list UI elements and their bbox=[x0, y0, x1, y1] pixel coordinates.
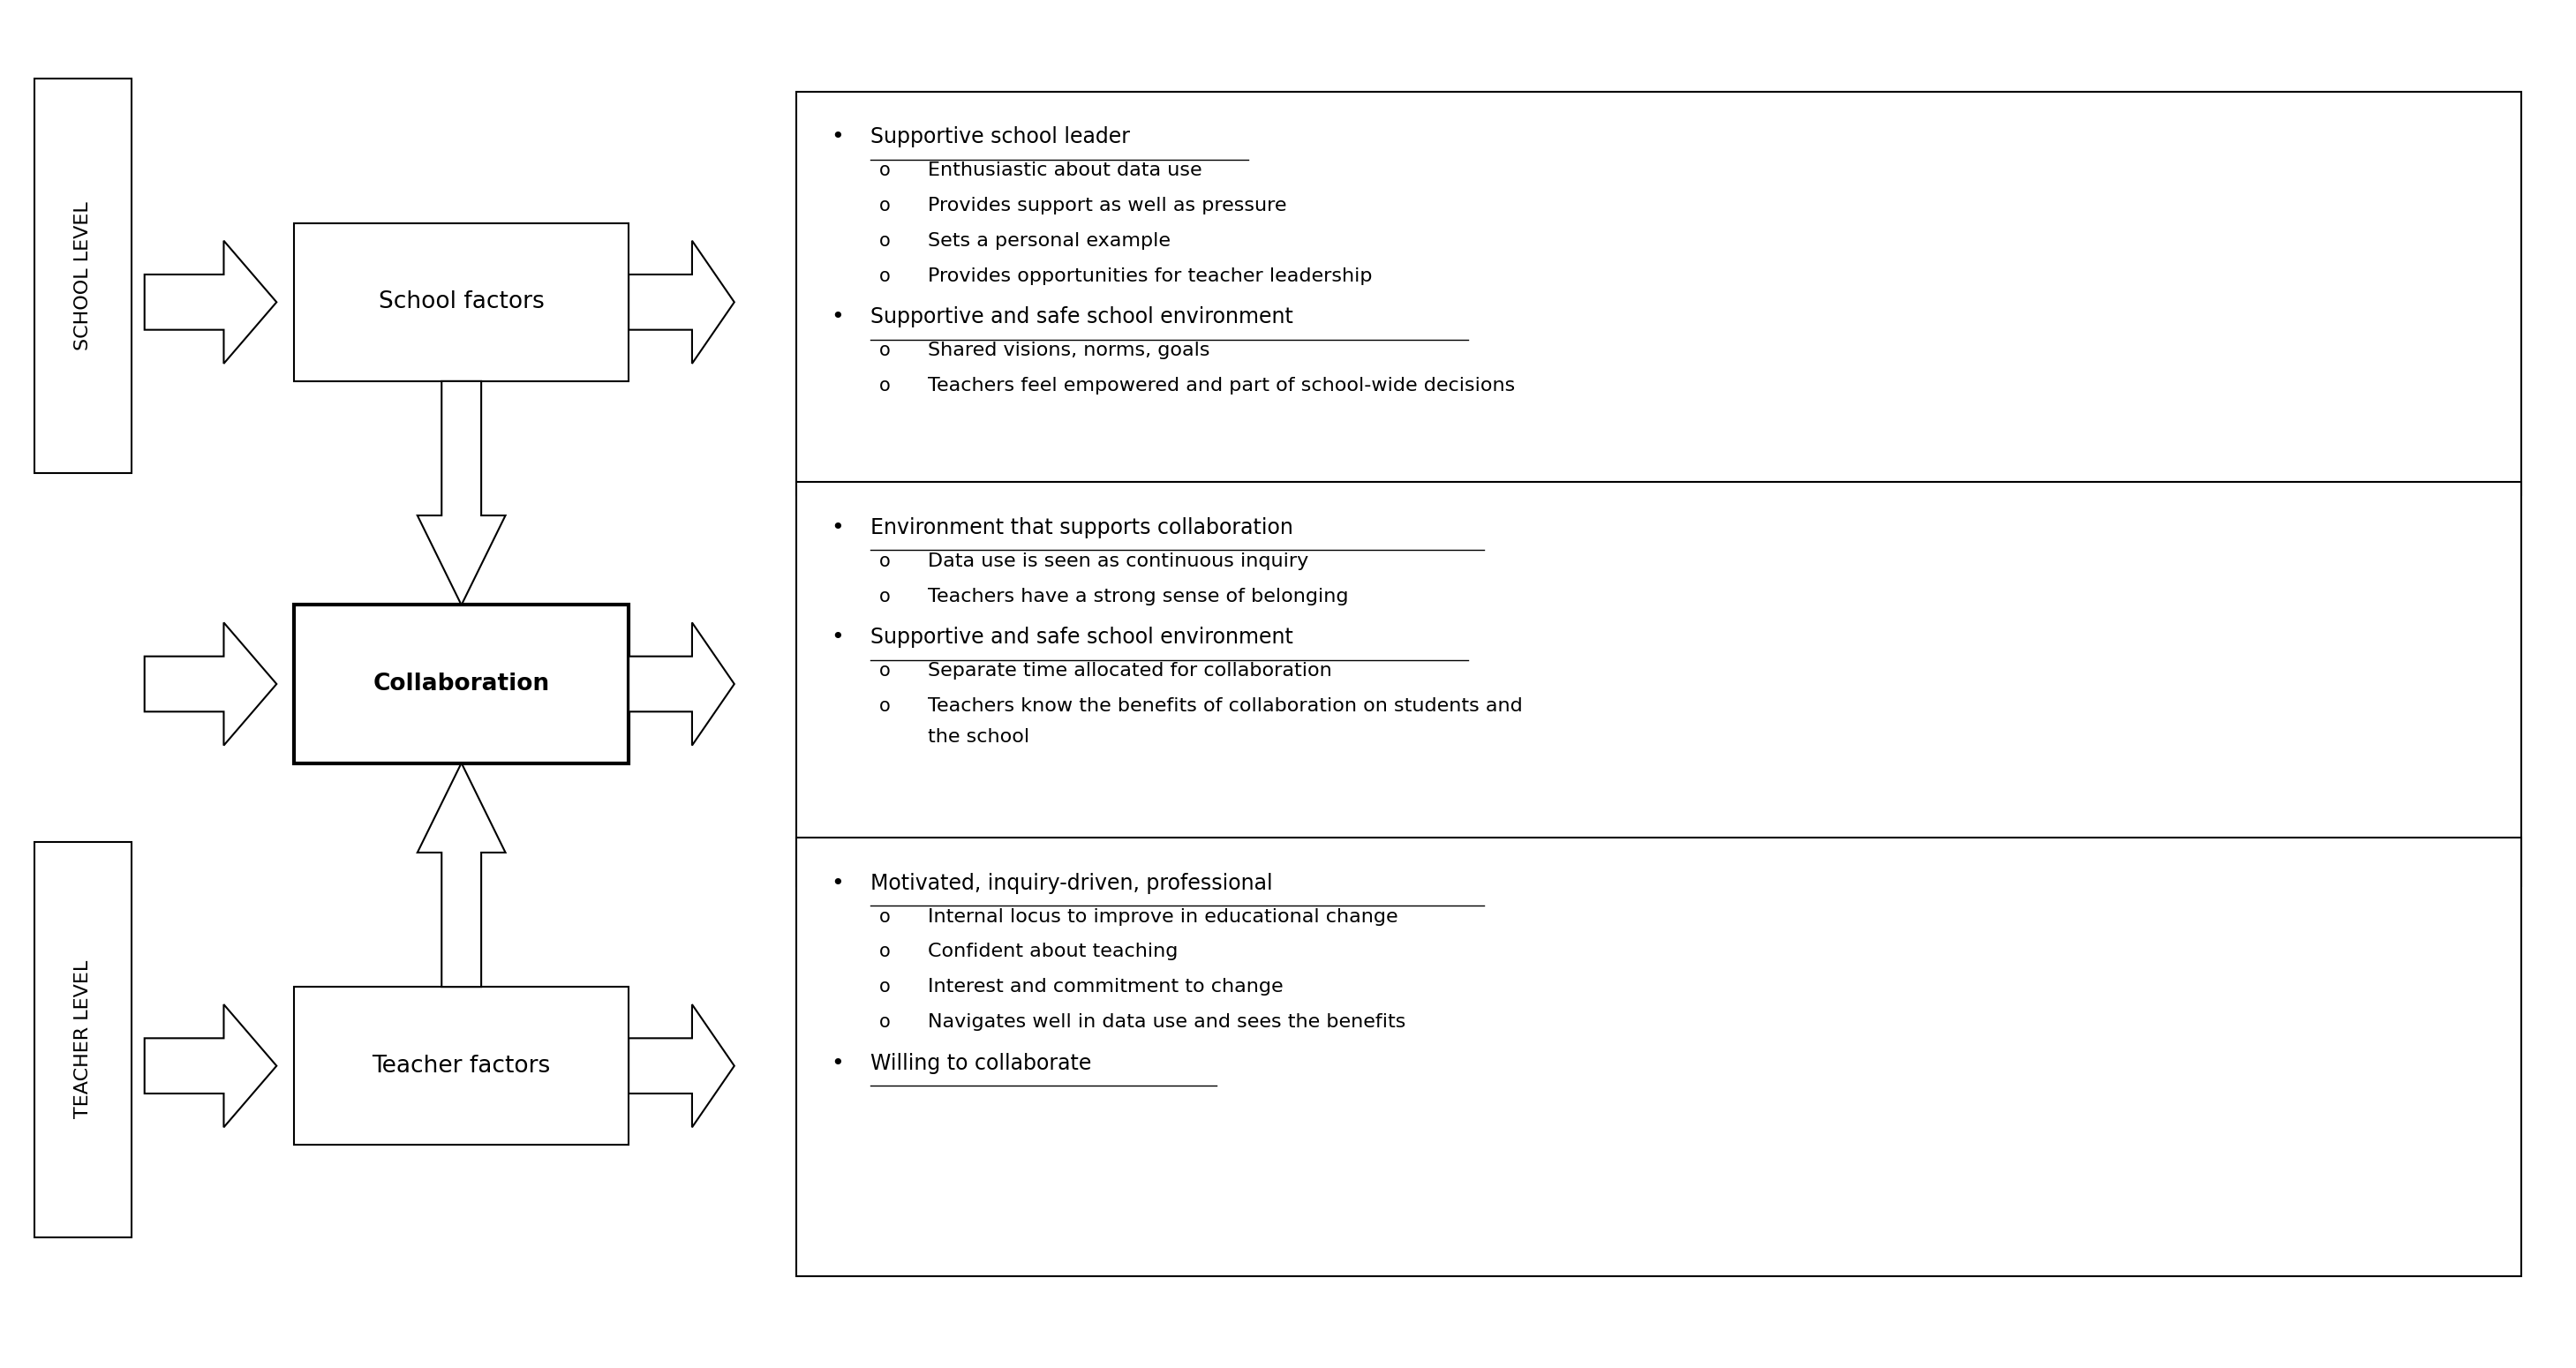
Text: o: o bbox=[878, 161, 891, 179]
Polygon shape bbox=[629, 241, 734, 364]
Text: Sets a personal example: Sets a personal example bbox=[927, 233, 1170, 249]
FancyBboxPatch shape bbox=[33, 843, 131, 1237]
Text: •: • bbox=[832, 517, 845, 539]
Text: Collaboration: Collaboration bbox=[374, 673, 549, 695]
Text: •: • bbox=[832, 127, 845, 148]
Text: Supportive school leader: Supportive school leader bbox=[871, 127, 1131, 148]
Polygon shape bbox=[417, 763, 505, 986]
Text: •: • bbox=[832, 306, 845, 328]
Text: •: • bbox=[832, 627, 845, 648]
Text: Internal locus to improve in educational change: Internal locus to improve in educational… bbox=[927, 908, 1399, 926]
Text: Motivated, inquiry-driven, professional: Motivated, inquiry-driven, professional bbox=[871, 873, 1273, 893]
Polygon shape bbox=[417, 382, 505, 605]
FancyBboxPatch shape bbox=[796, 92, 2522, 495]
Text: o: o bbox=[878, 233, 891, 249]
Polygon shape bbox=[629, 1004, 734, 1127]
Text: o: o bbox=[878, 342, 891, 360]
FancyBboxPatch shape bbox=[33, 78, 131, 473]
Text: Shared visions, norms, goals: Shared visions, norms, goals bbox=[927, 342, 1211, 360]
Text: o: o bbox=[878, 943, 891, 960]
Text: o: o bbox=[878, 662, 891, 680]
Text: Data use is seen as continuous inquiry: Data use is seen as continuous inquiry bbox=[927, 553, 1309, 570]
Text: the school: the school bbox=[927, 728, 1030, 746]
Text: Provides support as well as pressure: Provides support as well as pressure bbox=[927, 197, 1288, 215]
Text: TEACHER LEVEL: TEACHER LEVEL bbox=[75, 960, 93, 1119]
Text: Supportive and safe school environment: Supportive and safe school environment bbox=[871, 306, 1293, 328]
Text: •: • bbox=[832, 873, 845, 893]
Text: SCHOOL LEVEL: SCHOOL LEVEL bbox=[75, 201, 93, 350]
Text: Confident about teaching: Confident about teaching bbox=[927, 943, 1177, 960]
Text: Navigates well in data use and sees the benefits: Navigates well in data use and sees the … bbox=[927, 1014, 1406, 1031]
Polygon shape bbox=[629, 622, 734, 746]
FancyBboxPatch shape bbox=[294, 605, 629, 763]
Text: o: o bbox=[878, 267, 891, 285]
Text: •: • bbox=[832, 1053, 845, 1074]
Text: Environment that supports collaboration: Environment that supports collaboration bbox=[871, 517, 1293, 539]
Text: o: o bbox=[878, 1014, 891, 1031]
FancyBboxPatch shape bbox=[796, 837, 2522, 1276]
FancyBboxPatch shape bbox=[294, 223, 629, 382]
Text: Teachers know the benefits of collaboration on students and: Teachers know the benefits of collaborat… bbox=[927, 698, 1522, 715]
Text: o: o bbox=[878, 698, 891, 715]
FancyBboxPatch shape bbox=[294, 986, 629, 1145]
Text: School factors: School factors bbox=[379, 290, 544, 313]
Text: Provides opportunities for teacher leadership: Provides opportunities for teacher leade… bbox=[927, 267, 1373, 285]
Text: Teachers have a strong sense of belonging: Teachers have a strong sense of belongin… bbox=[927, 587, 1350, 605]
Text: Willing to collaborate: Willing to collaborate bbox=[871, 1053, 1092, 1074]
Text: Teachers feel empowered and part of school-wide decisions: Teachers feel empowered and part of scho… bbox=[927, 376, 1515, 394]
Text: Supportive and safe school environment: Supportive and safe school environment bbox=[871, 627, 1293, 648]
Polygon shape bbox=[144, 622, 276, 746]
Text: o: o bbox=[878, 978, 891, 996]
Text: Teacher factors: Teacher factors bbox=[371, 1055, 551, 1078]
Text: Separate time allocated for collaboration: Separate time allocated for collaboratio… bbox=[927, 662, 1332, 680]
Text: Interest and commitment to change: Interest and commitment to change bbox=[927, 978, 1283, 996]
FancyBboxPatch shape bbox=[796, 482, 2522, 886]
Polygon shape bbox=[144, 1004, 276, 1127]
Text: o: o bbox=[878, 553, 891, 570]
Text: o: o bbox=[878, 376, 891, 394]
Polygon shape bbox=[144, 241, 276, 364]
Text: o: o bbox=[878, 197, 891, 215]
Text: o: o bbox=[878, 908, 891, 926]
Text: o: o bbox=[878, 587, 891, 605]
Text: Enthusiastic about data use: Enthusiastic about data use bbox=[927, 161, 1203, 179]
